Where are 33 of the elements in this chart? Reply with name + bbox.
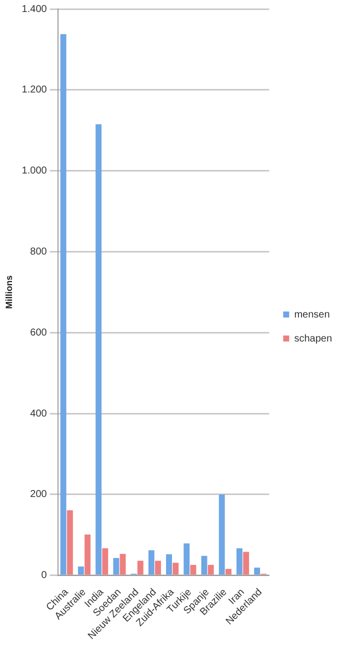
bar [243,552,250,575]
y-tick-label: 400 [30,408,48,420]
bar [78,566,84,575]
bar [84,534,91,575]
bar [96,124,102,575]
bar [66,510,73,575]
bar [208,564,214,575]
bar [236,548,242,575]
y-tick-label: 1.200 [22,84,48,96]
legend-label: schapen [294,333,332,344]
bar [148,550,154,575]
bar [172,562,179,575]
y-tick-label: 0 [41,570,48,582]
y-tick-label: 800 [30,246,48,258]
bar [120,554,126,575]
bar [218,494,225,575]
bar [137,560,144,575]
y-tick-label: 200 [30,489,48,500]
bar [166,554,172,575]
y-axis-title: Millions [4,275,14,309]
bar [184,543,190,575]
bar [102,548,108,575]
bar [225,568,232,575]
y-tick-label: 1.000 [22,166,48,177]
y-tick-label: 600 [30,327,48,338]
bar [254,568,260,575]
bar [201,556,208,575]
bar [113,558,120,575]
legend-label: mensen [294,309,330,320]
bar [190,564,196,575]
bar [155,560,161,575]
bar [60,34,66,575]
y-tick-label: 1.400 [22,4,48,15]
